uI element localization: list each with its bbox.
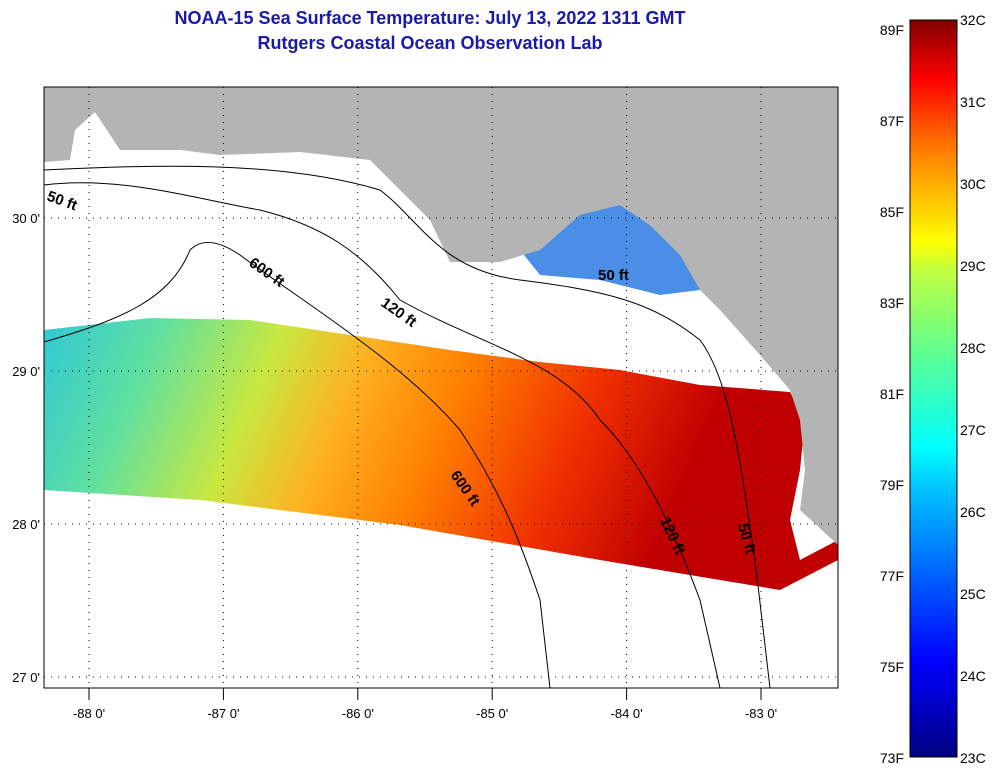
lat-tick-label: 30 0' [12,211,40,226]
land [44,87,838,545]
contour-50ft [44,165,771,688]
colorbar-c-label: 30C [960,176,986,192]
lon-tick-label: -83 0' [745,706,777,721]
colorbar-f-label: 81F [879,386,904,402]
colorbar-c-label: 28C [960,340,986,356]
colorbar-c-label: 23C [960,750,986,766]
contour-600ft [44,241,551,688]
sst-swath [44,318,838,590]
lat-tick-label: 29 0' [12,364,40,379]
lon-tick-label: -88 0' [73,706,105,721]
colorbar-f-label: 77F [879,568,904,584]
map-title: NOAA-15 Sea Surface Temperature: July 13… [174,8,686,28]
colorbar-f-label: 79F [879,477,904,493]
lat-tick-label: 28 0' [12,517,40,532]
colorbar-c-label: 32C [960,12,986,28]
lon-tick-label: -84 0' [611,706,643,721]
contour-120ft [44,182,721,688]
plot-frame [43,86,839,689]
colorbar-f-label: 83F [879,295,904,311]
colorbar-f-label: 87F [879,113,904,129]
colorbar-c-label: 26C [960,504,986,520]
colorbar-f-label: 89F [879,22,904,38]
lon-tick-label: -86 0' [342,706,374,721]
lon-tick-label: -87 0' [207,706,239,721]
colorbar-c-label: 25C [960,586,986,602]
lat-tick-label: 27 0' [12,670,40,685]
colorbar-c-label: 24C [960,668,986,684]
contour-label: 50 ft [598,267,629,284]
colorbar-c-label: 27C [960,422,986,438]
colorbar [909,19,958,758]
colorbar-f-label: 75F [879,659,904,675]
colorbar-c-label: 31C [960,94,986,110]
colorbar-f-label: 85F [879,204,904,220]
lon-tick-label: -85 0' [476,706,508,721]
colorbar-f-label: 73F [879,750,904,766]
colorbar-c-label: 29C [960,258,986,274]
map-subtitle: Rutgers Coastal Ocean Observation Lab [257,33,603,53]
